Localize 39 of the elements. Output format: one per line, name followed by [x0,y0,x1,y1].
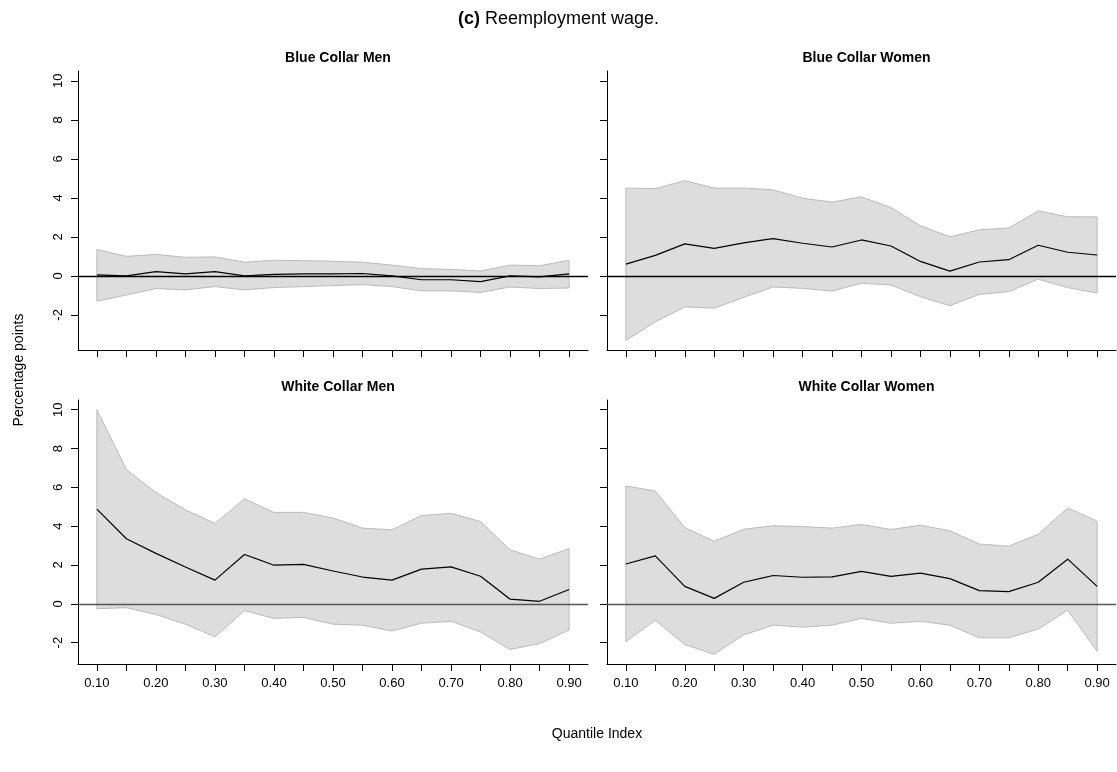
x-tick-label: 0.40 [789,675,816,690]
x-tick-label: 0.40 [261,675,287,690]
chart-title: White Collar Women [798,378,935,394]
y-tick-label: 6 [50,483,65,491]
x-tick-label: 0.50 [320,675,346,690]
x-tick-label: 0.10 [84,675,110,690]
x-tick-label: 0.70 [966,675,992,690]
y-tick-label: 2 [50,561,65,569]
x-tick-label: 0.90 [1084,675,1110,690]
text: (c) Reemployment wage. [457,8,660,28]
y-tick-label: 2 [50,233,65,241]
x-tick-label: 0.30 [202,675,228,690]
y-tick-label: 4 [50,522,65,530]
y-tick-label: -2 [50,309,65,321]
y-tick-label: 6 [50,155,65,163]
chart-title: Blue Collar Men [285,49,391,65]
x-axis-title: Quantile Index [550,725,644,741]
x-tick-label: 0.60 [907,675,934,690]
y-tick-label: -2 [50,636,65,649]
y-tick-label: 0 [50,272,65,280]
y-tick-label: 10 [50,402,65,417]
y-tick-label: 4 [50,194,65,202]
chart-title: White Collar Men [281,378,395,394]
x-tick-label: 0.70 [438,675,464,690]
y-axis-title: Percentage points [10,312,27,429]
y-tick-label: 0 [50,600,65,608]
x-tick-label: 0.10 [613,675,639,690]
x-tick-label: 0.20 [143,675,169,690]
chart-title: Blue Collar Women [802,49,931,65]
x-tick-label: 0.60 [379,675,405,690]
x-tick-label: 0.90 [556,675,582,690]
y-tick-label: 8 [50,116,65,124]
x-tick-label: 0.80 [1025,675,1051,690]
y-tick-label: 8 [50,444,65,453]
y-tick-label: 10 [50,73,65,88]
x-tick-label: 0.80 [497,675,523,690]
x-tick-label: 0.30 [731,675,757,690]
x-tick-label: 0.50 [848,675,875,690]
x-tick-label: 0.20 [672,675,698,690]
